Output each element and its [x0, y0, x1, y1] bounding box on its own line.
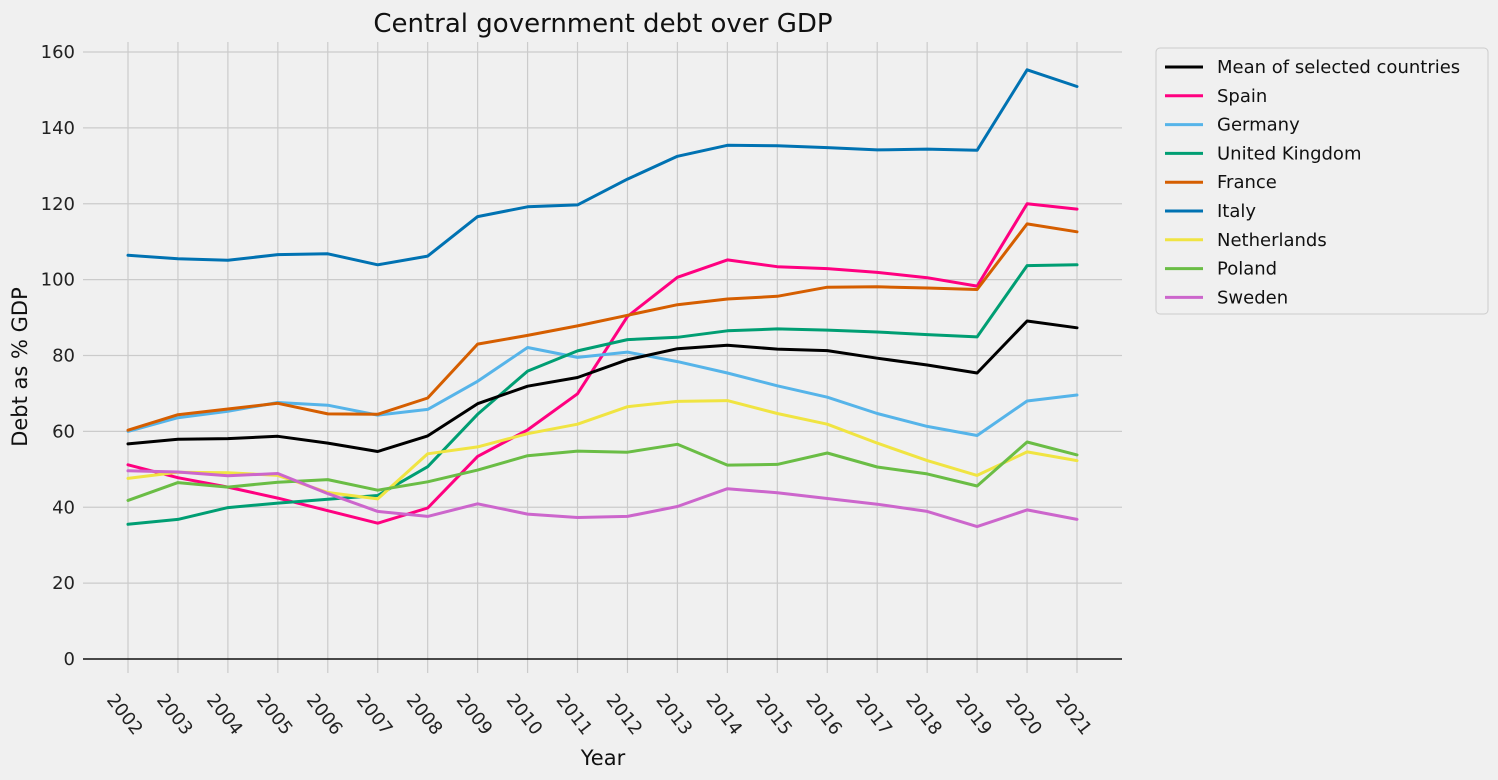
x-tick-label: 2009 — [452, 690, 497, 739]
legend-label-italy: Italy — [1217, 201, 1256, 222]
series-line-mean-of-selected-countries — [126, 319, 1079, 453]
y-tick-label: 160 — [41, 42, 75, 63]
x-tick-label: 2002 — [102, 690, 147, 739]
y-axis-ticks: 0 20 40 60 80 100 120 140 160 — [41, 42, 75, 670]
x-tick-label: 2006 — [302, 690, 347, 739]
x-tick-label: 2013 — [651, 690, 696, 739]
x-tick-label: 2004 — [202, 690, 247, 739]
legend-label-france: France — [1217, 172, 1277, 193]
y-tick-label: 120 — [41, 194, 75, 215]
y-tick-label: 0 — [64, 649, 75, 670]
series-line-italy — [126, 68, 1079, 267]
legend-label-netherlands: Netherlands — [1217, 230, 1327, 251]
x-tick-label: 2005 — [252, 690, 297, 739]
x-tick-label: 2018 — [901, 690, 946, 739]
legend-label-united-kingdom: United Kingdom — [1217, 143, 1361, 164]
series-line-united-kingdom — [126, 263, 1079, 526]
legend-label-sweden: Sweden — [1217, 287, 1288, 308]
y-tick-label: 140 — [41, 118, 75, 139]
x-tick-label: 2021 — [1051, 690, 1096, 739]
legend: Mean of selected countries Spain Germany Un… — [1155, 47, 1489, 315]
x-tick-label: 2016 — [801, 690, 846, 739]
series-line-sweden — [126, 469, 1079, 529]
x-tick-label: 2017 — [851, 690, 896, 739]
y-tick-label: 80 — [52, 346, 75, 367]
legend-label-spain: Spain — [1217, 86, 1267, 107]
y-tick-label: 20 — [52, 573, 75, 594]
x-tick-label: 2008 — [402, 690, 447, 739]
y-axis-label: Debt as % GDP — [8, 287, 32, 447]
series-lines — [126, 68, 1079, 529]
legend-label-mean-of-selected-countries: Mean of selected countries — [1217, 57, 1460, 78]
x-tick-label: 2014 — [701, 690, 746, 739]
y-tick-label: 100 — [41, 270, 75, 291]
x-axis-label: Year — [580, 746, 626, 770]
x-tick-label: 2019 — [951, 690, 996, 739]
chart-title: Central government debt over GDP — [373, 9, 832, 39]
legend-label-germany: Germany — [1217, 115, 1300, 136]
series-line-poland — [126, 440, 1079, 502]
x-tick-label: 2012 — [602, 690, 647, 739]
y-tick-label: 40 — [52, 497, 75, 518]
x-tick-label: 2011 — [552, 690, 597, 739]
legend-box — [1155, 47, 1489, 315]
x-tick-label: 2020 — [1001, 690, 1046, 739]
x-axis-ticks: 2002 2003 2004 2005 2006 2007 2008 2009 2010 2011… — [102, 690, 1096, 739]
series-line-germany — [126, 346, 1079, 437]
x-tick-label: 2003 — [152, 690, 197, 739]
x-tick-label: 2010 — [502, 690, 547, 739]
legend-label-poland: Poland — [1217, 259, 1277, 280]
series-line-france — [126, 222, 1079, 432]
x-tick-label: 2015 — [751, 690, 796, 739]
y-tick-label: 60 — [52, 421, 75, 442]
x-tick-label: 2007 — [352, 690, 397, 739]
